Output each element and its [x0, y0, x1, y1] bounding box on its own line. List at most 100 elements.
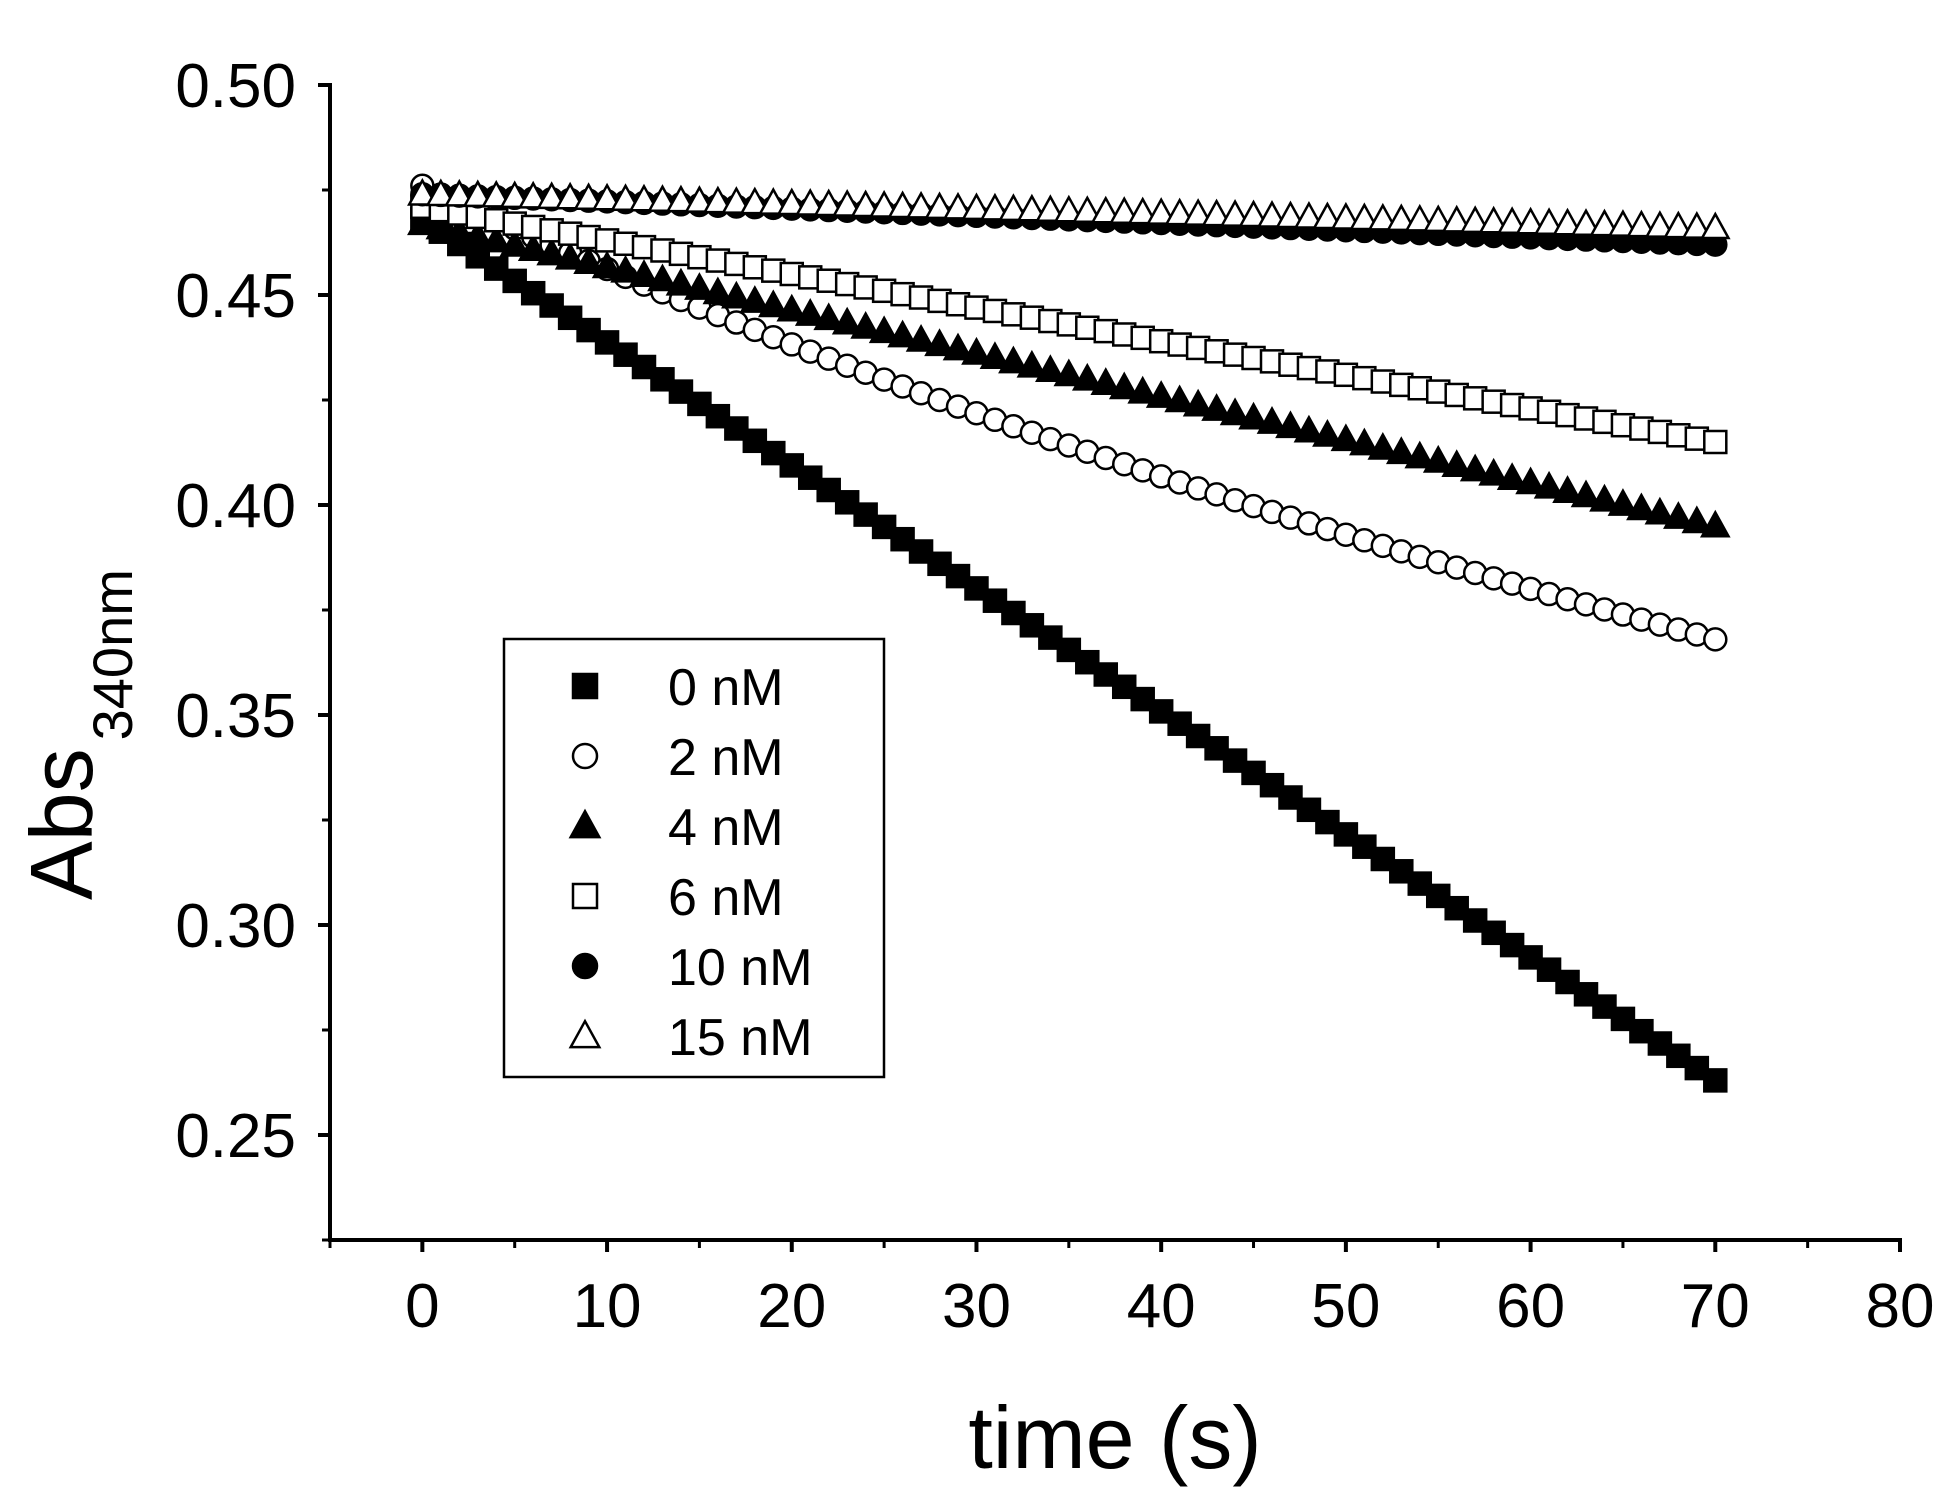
data-point: [979, 192, 1011, 221]
data-point: [1644, 210, 1676, 238]
data-point: [761, 440, 786, 466]
data-point: [1090, 367, 1122, 395]
data-point: [1681, 505, 1713, 534]
data-point: [1241, 760, 1266, 786]
data-point: [1130, 686, 1155, 712]
data-point: [1444, 895, 1469, 921]
data-point: [776, 187, 808, 216]
data-point: [779, 453, 805, 478]
data-point: [887, 319, 918, 348]
data-point: [1536, 957, 1562, 982]
data-point: [1312, 201, 1343, 230]
legend-label: 6 nM: [668, 869, 784, 927]
x-tick-label: 40: [1127, 1272, 1196, 1341]
data-point: [757, 187, 789, 215]
data-point: [1053, 194, 1085, 223]
data-point: [1352, 834, 1377, 859]
data-point: [594, 330, 620, 355]
data-point: [905, 323, 937, 352]
data-point: [1238, 199, 1269, 228]
data-point: [1462, 908, 1488, 933]
data-point: [1404, 203, 1436, 232]
data-point: [1533, 207, 1565, 235]
data-point: [1182, 198, 1214, 226]
data-point: [1573, 982, 1599, 1007]
data-point: [443, 178, 475, 207]
data-point: [1607, 209, 1639, 237]
data-point: [647, 184, 678, 212]
data-point: [502, 268, 527, 294]
data-point: [979, 341, 1011, 370]
data-point: [1330, 423, 1362, 452]
data-point: [1422, 444, 1454, 473]
data-point: [407, 177, 438, 206]
data-point: [1644, 496, 1676, 525]
data-point: [425, 178, 457, 207]
data-point: [702, 276, 734, 305]
data-point: [1016, 193, 1048, 222]
data-point: [1703, 1068, 1728, 1093]
data-point: [1278, 785, 1303, 810]
data-point: [924, 191, 955, 220]
data-point: [998, 345, 1029, 374]
y-tick-label: 0.50: [175, 52, 296, 121]
data-point: [1204, 736, 1229, 761]
data-point: [1111, 674, 1137, 700]
data-point: [628, 259, 660, 287]
data-point: [554, 181, 586, 210]
data-point: [668, 379, 694, 404]
data-point: [721, 186, 752, 214]
data-point: [1164, 384, 1195, 413]
data-point: [1035, 354, 1066, 382]
data-point: [1333, 822, 1359, 847]
data-point: [1312, 419, 1343, 447]
data-point: [757, 289, 789, 318]
data-point: [1385, 203, 1417, 232]
data-point: [1167, 711, 1192, 736]
data-point: [536, 237, 567, 266]
data-point: [1478, 457, 1509, 486]
series-0-nm: [410, 207, 1728, 1093]
data-point: [942, 332, 974, 361]
data-point: [739, 285, 771, 313]
x-ticks: 0 10 20 30 40 50 60 70 80: [328, 1238, 1935, 1341]
data-point: [831, 306, 863, 335]
data-point: [871, 514, 897, 540]
data-point: [647, 263, 678, 292]
data-point: [1238, 401, 1269, 430]
data-point: [1256, 406, 1288, 434]
data-point: [1570, 208, 1602, 236]
data-point: [794, 298, 826, 326]
data-point: [462, 220, 494, 249]
data-point: [868, 315, 900, 344]
data-point: [1626, 492, 1657, 521]
data-point: [1518, 945, 1543, 970]
x-tick-label: 60: [1496, 1272, 1565, 1341]
data-point: [554, 241, 586, 270]
data-point: [1385, 436, 1417, 465]
x-tick-label: 10: [573, 1272, 642, 1341]
data-point: [945, 563, 971, 589]
data-point: [1367, 202, 1399, 231]
series-15-nm: [407, 177, 1731, 240]
data-point: [1592, 994, 1617, 1019]
data-point: [665, 267, 697, 296]
data-point: [927, 551, 952, 577]
data-point: [1703, 627, 1728, 652]
data-point: [850, 311, 881, 339]
x-tick-label: 0: [405, 1272, 439, 1341]
x-tick-label: 80: [1866, 1272, 1935, 1341]
x-axis-title: time (s): [968, 1388, 1261, 1487]
data-point: [1496, 462, 1528, 490]
data-point: [576, 317, 601, 343]
data-point: [890, 526, 915, 552]
data-point: [573, 182, 604, 211]
data-point: [1145, 380, 1177, 408]
y-axis-title: Abs 340nm: [12, 569, 144, 900]
data-point: [687, 391, 712, 417]
data-point: [1293, 414, 1325, 443]
data-point: [1035, 194, 1066, 223]
data-point: [1647, 1031, 1673, 1056]
data-point: [853, 502, 878, 527]
